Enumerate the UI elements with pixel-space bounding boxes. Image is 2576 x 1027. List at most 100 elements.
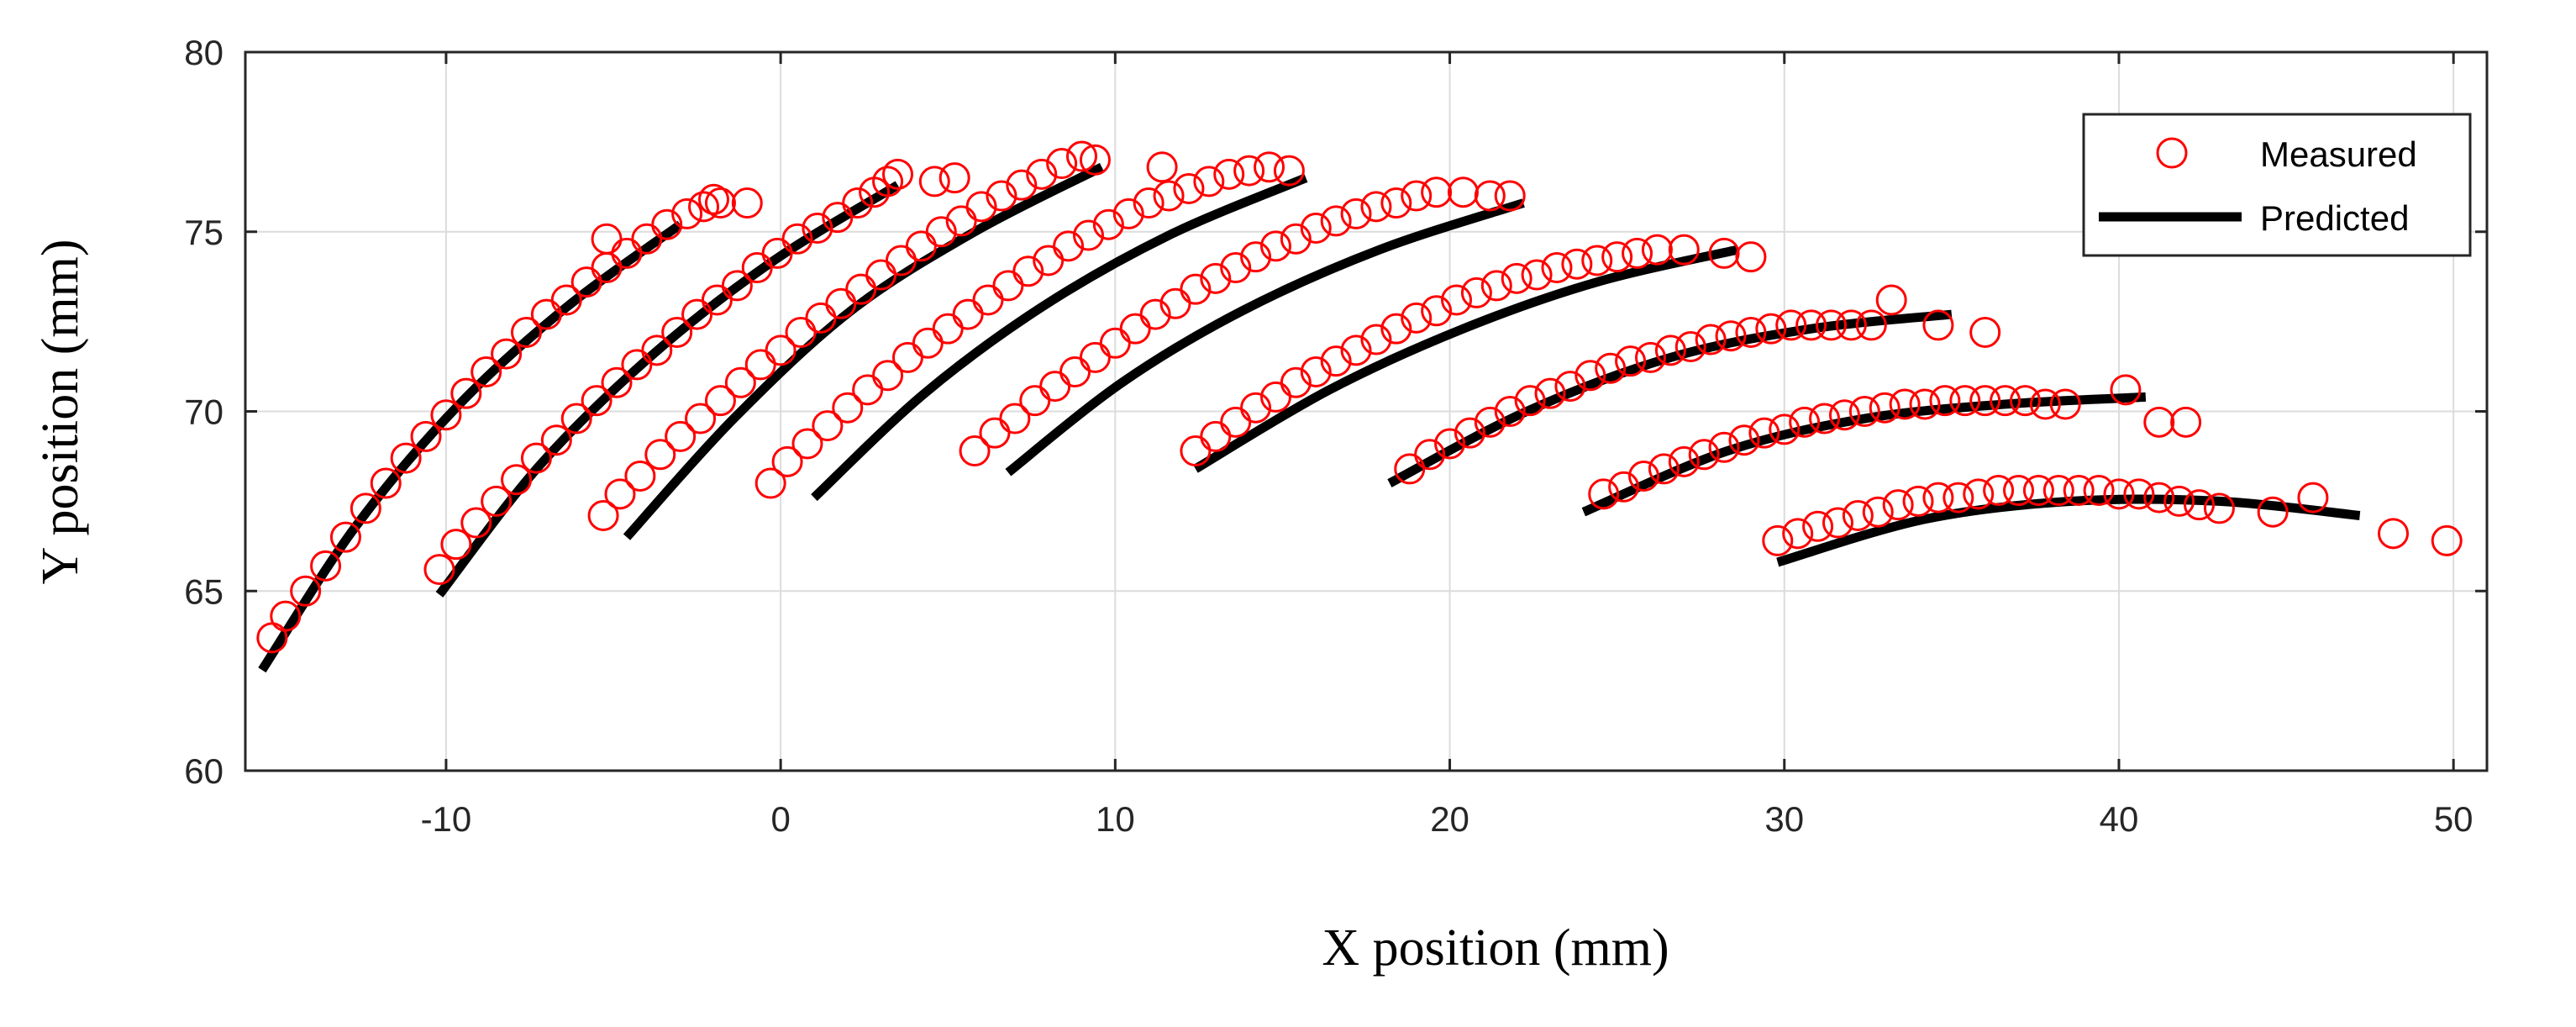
measured-point (390, 442, 422, 474)
measured-point (771, 445, 803, 477)
measured-point (1608, 471, 1640, 503)
measured-point (1059, 356, 1091, 387)
measured-point (1674, 331, 1706, 363)
predicted-curve (1387, 309, 1953, 487)
legend-measured-label: Measured (2260, 134, 2417, 174)
measured-point (1889, 388, 1921, 420)
measured-point (2257, 496, 2289, 528)
y-tick-label: 80 (184, 33, 223, 72)
measured-point (1026, 158, 1058, 190)
measured-point (2083, 475, 2115, 507)
x-tick-label: 20 (1430, 799, 1469, 839)
measured-point (1554, 371, 1586, 403)
measured-point (1708, 431, 1740, 463)
measured-point (1046, 148, 1078, 180)
legend-predicted-label: Predicted (2260, 198, 2409, 238)
measured-point (1648, 453, 1680, 485)
measured-point (501, 464, 533, 496)
measured-point (1622, 237, 1653, 269)
measured-point (1943, 482, 1974, 514)
measured-point (697, 183, 729, 215)
measured-point (290, 575, 322, 607)
measured-point (1822, 507, 1853, 539)
measured-point (1769, 413, 1801, 445)
measured-point (688, 191, 720, 223)
measured-point (1441, 284, 1473, 316)
measured-point (1066, 140, 1098, 172)
measured-point (651, 208, 683, 240)
measured-point (932, 313, 964, 345)
legend-box (2082, 113, 2472, 257)
measured-point (986, 180, 1017, 212)
measured-point (802, 212, 833, 244)
measured-point (1360, 324, 1392, 356)
measured-point (1401, 302, 1433, 334)
measured-point (1401, 180, 1433, 212)
measured-point (785, 316, 817, 348)
measured-point (1561, 248, 1593, 280)
measured-point (1259, 230, 1291, 262)
measured-point (1240, 392, 1272, 424)
measured-point (641, 334, 673, 366)
measured-point (1460, 276, 1492, 308)
measured-point (1447, 176, 1479, 208)
measured-point (350, 492, 381, 524)
measured-point (430, 399, 462, 431)
measured-point (1835, 309, 1867, 341)
predicted-curve (1005, 198, 1525, 477)
measured-point (805, 302, 837, 334)
measured-point (1541, 252, 1573, 283)
measured-point (832, 392, 864, 424)
measured-point (481, 485, 513, 517)
measured-point (1039, 371, 1071, 403)
measured-point (912, 327, 944, 359)
measured-point (1320, 205, 1352, 237)
measured-point (1053, 230, 1085, 262)
measured-point (1735, 241, 1767, 273)
x-tick-label: 10 (1096, 799, 1135, 839)
measured-point (1595, 352, 1627, 384)
measured-point (754, 467, 786, 499)
measured-point (1119, 313, 1151, 345)
x-tick-label: -10 (421, 799, 472, 839)
measured-point (661, 316, 693, 348)
measured-point (882, 158, 914, 190)
measured-point (731, 187, 763, 219)
measured-point (685, 403, 717, 434)
measured-point (765, 334, 796, 366)
measured-point (1280, 223, 1312, 255)
measured-point (1755, 313, 1787, 345)
measured-point (2009, 385, 2041, 417)
measured-point (1588, 478, 1620, 510)
measured-point (1173, 172, 1205, 204)
measured-point (1153, 180, 1185, 212)
measured-point (1869, 392, 1900, 424)
measured-point (1789, 406, 1821, 438)
measured-point (1842, 499, 1874, 531)
measured-point (1882, 489, 1914, 521)
measured-point (1929, 385, 1961, 417)
measured-point (1480, 270, 1512, 302)
measured-point (1193, 166, 1225, 198)
measured-point (1828, 399, 1860, 431)
measured-point (1421, 176, 1453, 208)
measured-point (270, 600, 302, 632)
measured-point (992, 270, 1024, 302)
measured-point (999, 403, 1031, 434)
measured-point (972, 284, 1004, 316)
measured-point (591, 223, 623, 255)
measured-point (460, 507, 492, 539)
measured-point (1320, 345, 1352, 377)
measured-point (581, 385, 612, 417)
measured-point (423, 554, 455, 586)
measured-point (1983, 475, 2015, 507)
measured-point (852, 374, 884, 406)
measured-point (2123, 478, 2155, 510)
measured-point (2184, 489, 2216, 521)
measured-point (1360, 191, 1392, 223)
measured-point (2103, 478, 2135, 510)
measured-point (2143, 482, 2175, 514)
measured-point (1922, 309, 1954, 341)
measured-point (1969, 316, 2001, 348)
